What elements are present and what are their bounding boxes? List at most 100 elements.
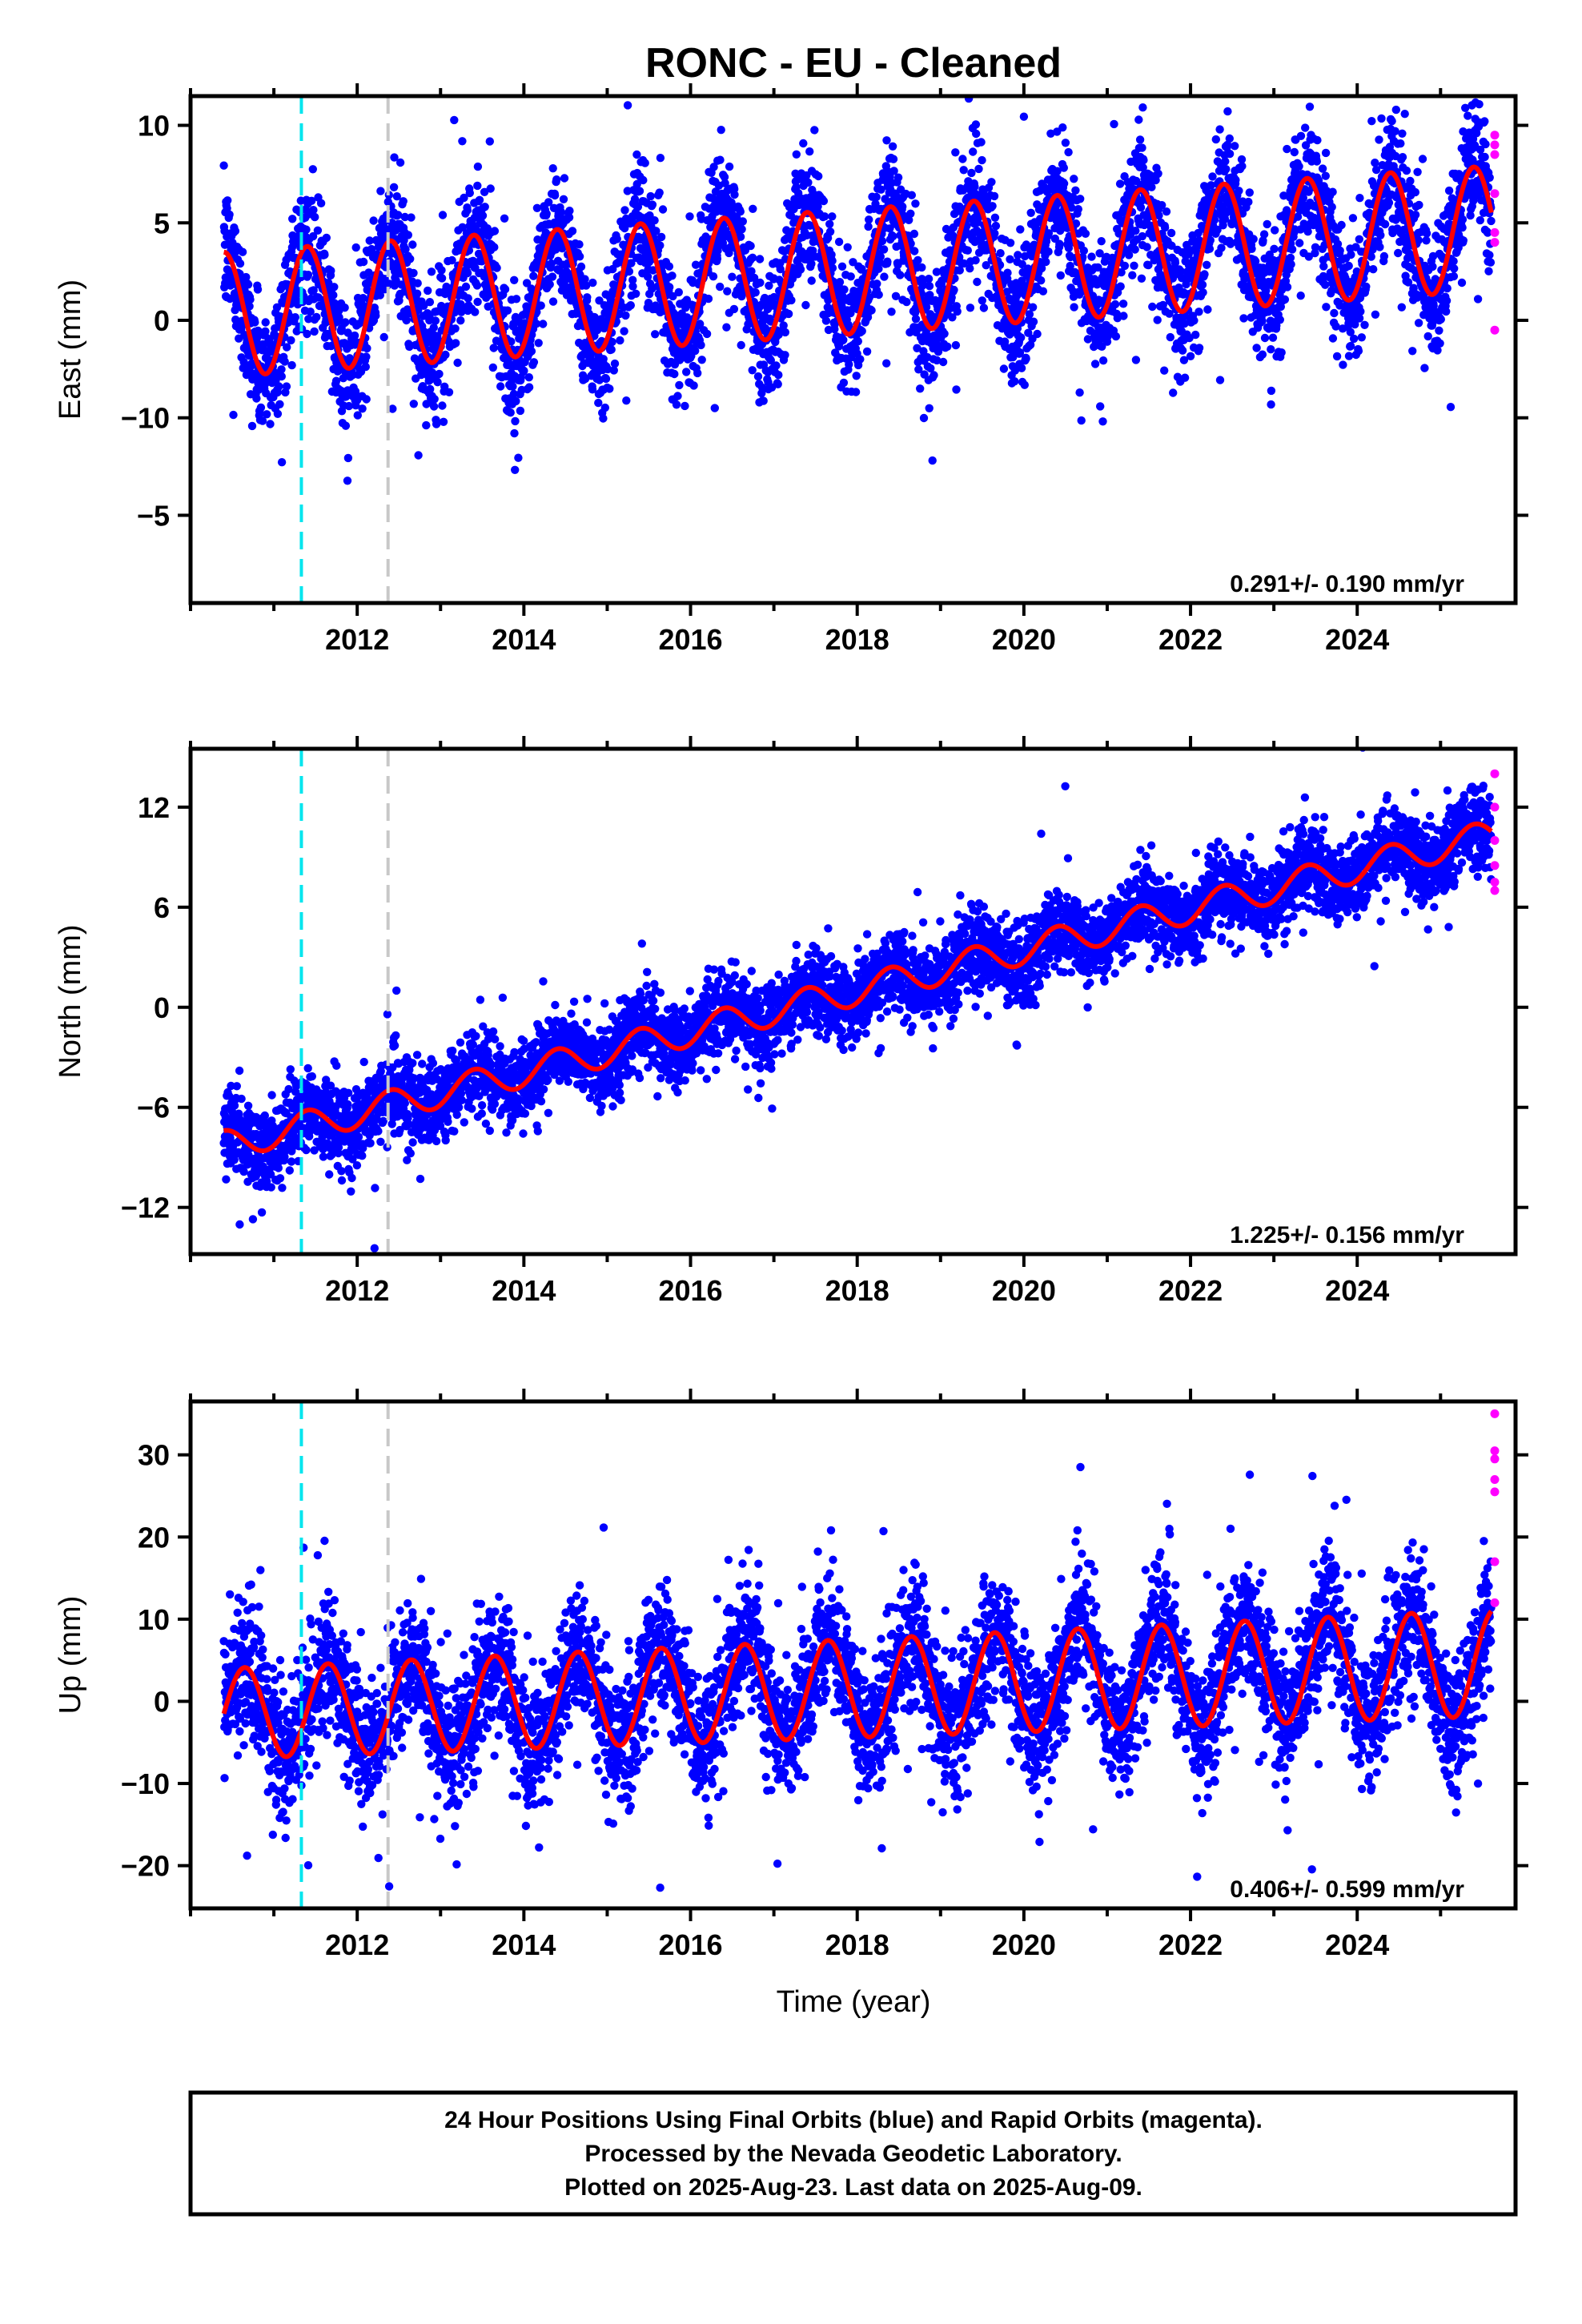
final-point [439,417,448,426]
final-point [1221,157,1230,166]
final-point [1180,319,1189,328]
final-point [308,165,317,174]
final-point [448,255,456,265]
final-point [266,420,275,428]
final-point [341,318,350,327]
final-point [1431,275,1440,283]
final-point [1362,282,1371,292]
final-point [689,381,698,390]
final-point [652,227,661,235]
final-point [358,404,367,413]
final-point [1295,162,1303,171]
final-point [1037,276,1046,285]
final-point [1223,140,1232,150]
final-point [432,420,441,428]
final-point [412,289,422,298]
final-point [1283,283,1292,292]
final-point [902,297,911,307]
final-point [1295,239,1304,247]
final-point [1205,244,1215,253]
final-point [365,236,374,245]
final-point [710,404,719,412]
final-point [302,225,311,234]
final-point [1179,356,1189,364]
final-point [252,394,261,403]
final-point [404,231,412,239]
final-point [1222,165,1231,174]
final-point [628,282,637,291]
final-point [427,267,436,276]
final-point [882,136,891,145]
final-point [1077,416,1086,425]
final-point [500,285,510,294]
final-point [1354,347,1363,356]
final-point [1203,260,1211,269]
final-point [550,191,560,200]
final-point [1206,235,1215,245]
final-point [1122,199,1131,208]
final-point [971,120,981,129]
final-point [1387,117,1396,126]
final-point [655,188,664,197]
final-point [539,320,548,328]
final-point [685,212,694,221]
final-point [913,255,922,265]
final-point [914,365,923,374]
final-point [837,262,847,271]
final-point [1158,201,1166,210]
final-point [835,278,845,287]
final-point [1371,310,1380,319]
final-point [623,187,632,195]
final-point [620,206,629,215]
final-point [509,389,519,399]
final-point [622,396,631,405]
final-point [799,139,808,148]
final-point [1177,267,1186,276]
final-point [825,227,835,236]
final-point [1420,364,1429,372]
final-point [773,380,782,388]
final-point [781,328,789,337]
final-point [716,155,725,164]
final-point [626,301,635,310]
final-point [1117,267,1126,277]
final-point [310,327,319,336]
final-point [1411,187,1420,197]
final-point [1249,235,1258,243]
final-point [1076,195,1085,203]
final-point [1328,334,1338,343]
final-point [1178,346,1187,355]
final-point [548,164,557,173]
final-point [406,255,415,263]
final-point [359,294,367,303]
final-point [1019,112,1029,121]
final-point [889,155,898,163]
final-point [996,249,1005,258]
final-point [1003,268,1012,277]
final-point [821,316,831,325]
final-point [1119,312,1128,320]
final-point [693,368,702,378]
final-point [621,311,630,320]
final-point [1208,172,1217,181]
final-point [779,321,788,330]
final-point [796,265,805,274]
final-point [1415,200,1423,210]
final-point [238,247,247,256]
final-point [473,181,482,191]
final-point [1116,282,1125,291]
final-point [1339,360,1347,369]
final-point [1384,198,1394,207]
final-point [1180,373,1190,382]
final-point [1380,219,1390,229]
final-point [458,137,467,146]
final-point [601,374,611,384]
final-point [261,318,270,327]
final-point [749,273,759,283]
final-point [697,356,706,364]
final-point [272,303,282,312]
final-point [988,202,997,211]
final-point [313,226,323,235]
final-point [559,195,568,203]
final-point [1028,303,1038,312]
